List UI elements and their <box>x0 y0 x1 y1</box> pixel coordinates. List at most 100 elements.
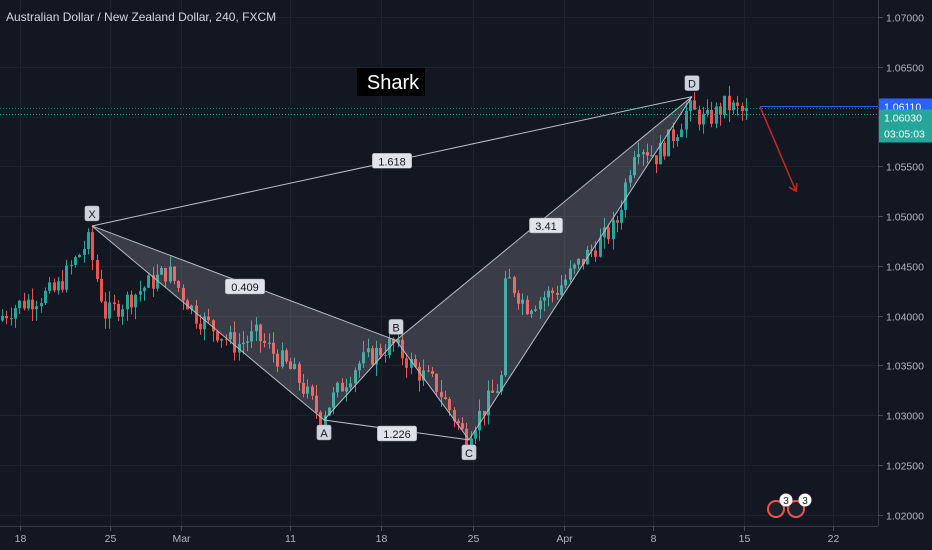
time-tick-label: Mar <box>172 533 191 545</box>
pattern-point-label[interactable]: D <box>688 79 696 91</box>
candle-body <box>741 105 744 112</box>
event-badges[interactable]: 3 3 <box>767 493 812 518</box>
candle-body <box>543 297 546 301</box>
time-tick-label: Apr <box>556 533 573 545</box>
event-count-badge: 3 <box>783 496 789 507</box>
candle-body <box>375 347 378 365</box>
pattern-ratio-label-bg <box>225 278 265 295</box>
pattern-point-label[interactable]: X <box>88 209 96 221</box>
candle-body <box>31 299 34 310</box>
time-tick-label: 18 <box>15 533 27 545</box>
candle-body <box>620 209 623 223</box>
pattern-point-label[interactable]: C <box>465 448 473 460</box>
price-tick-label: 1.03000 <box>886 411 924 423</box>
pattern-ratio-label-bg <box>372 153 412 169</box>
price-tick-label: 1.07000 <box>886 13 924 25</box>
candle-body <box>91 232 94 261</box>
candle-body <box>225 338 228 340</box>
pattern-ratio-label[interactable]: 0.409 <box>231 282 259 294</box>
candle-body <box>646 152 649 156</box>
price-tick-label: 1.02500 <box>886 461 924 473</box>
candle-body <box>147 275 150 288</box>
candle-body <box>547 290 550 298</box>
candle-body <box>70 264 73 266</box>
candle-body <box>392 338 395 344</box>
candle-body <box>431 371 434 374</box>
candle-body <box>336 382 339 393</box>
price-tick-label: 1.06500 <box>886 63 924 75</box>
candle-body <box>478 411 481 431</box>
candle-body <box>108 302 111 319</box>
candle-body <box>104 301 107 319</box>
candle-body <box>715 106 718 124</box>
candle-body <box>5 315 8 319</box>
flag-icon[interactable] <box>767 500 785 518</box>
candle-body <box>220 338 223 341</box>
time-tick-label: 22 <box>828 533 840 545</box>
candle-body <box>655 155 658 165</box>
pattern-point-label-bg <box>84 205 100 222</box>
candle-body <box>736 102 739 106</box>
pattern-ratio-label[interactable]: 1.618 <box>378 156 406 168</box>
candle-body <box>616 220 619 223</box>
candle-body <box>680 129 683 138</box>
candle-body <box>461 423 464 429</box>
pattern-point-label[interactable]: B <box>392 322 399 334</box>
candle-body <box>354 370 357 384</box>
pattern-ratio-label[interactable]: 1.226 <box>383 429 411 441</box>
candle-body <box>203 316 206 330</box>
candle-body <box>276 353 279 367</box>
candle-body <box>14 308 17 319</box>
candle-body <box>637 154 640 158</box>
candle-body <box>599 237 602 257</box>
candle-body <box>311 386 314 396</box>
candle-body <box>199 323 202 330</box>
candle-body <box>143 287 146 292</box>
candle-body <box>358 363 361 371</box>
candle-body <box>306 386 309 394</box>
candle-body <box>491 390 494 393</box>
price-tick-label: 1.02000 <box>886 511 924 523</box>
candle-body <box>530 310 533 315</box>
candle-body <box>298 363 301 383</box>
pattern-point-label[interactable]: A <box>320 428 328 440</box>
candle-body <box>521 299 524 304</box>
pattern-ratio-label-bg <box>377 425 417 442</box>
bar-countdown-label: 03:05:03 <box>884 129 925 141</box>
candle-body <box>315 395 318 413</box>
pattern-ratio-label[interactable]: 3.41 <box>535 221 556 233</box>
candle-body <box>44 290 47 304</box>
pattern-name[interactable]: Shark <box>367 72 420 94</box>
price-axis: 1.070001.065001.060001.055001.050001.045… <box>878 13 932 523</box>
candle-body <box>74 257 77 265</box>
candle-body <box>603 227 606 238</box>
candle-body <box>250 331 253 342</box>
flag-icon[interactable] <box>787 500 805 518</box>
candle-body <box>405 358 408 368</box>
current-price-marker[interactable] <box>879 109 932 143</box>
candle-body <box>418 366 421 381</box>
candle-body <box>698 109 701 125</box>
candle-body <box>745 108 748 112</box>
candle-body <box>113 302 116 305</box>
candle-body <box>397 339 400 344</box>
candle-body <box>130 294 133 308</box>
candle-body <box>624 182 627 210</box>
candle-body <box>48 282 51 291</box>
arrow-head-icon <box>788 183 798 193</box>
projection-arrow[interactable] <box>759 106 797 192</box>
candle-body <box>134 294 137 308</box>
candle-body <box>650 155 653 157</box>
candle-body <box>371 348 374 365</box>
candle-body <box>341 382 344 392</box>
candle-body <box>57 281 60 291</box>
candle-body <box>435 373 438 392</box>
candle-body <box>18 300 21 309</box>
candle-body <box>1 315 4 321</box>
pattern-point-label-bg <box>388 319 404 335</box>
candle-body <box>719 106 722 115</box>
candle-body <box>564 279 567 286</box>
candle-body <box>10 318 13 320</box>
